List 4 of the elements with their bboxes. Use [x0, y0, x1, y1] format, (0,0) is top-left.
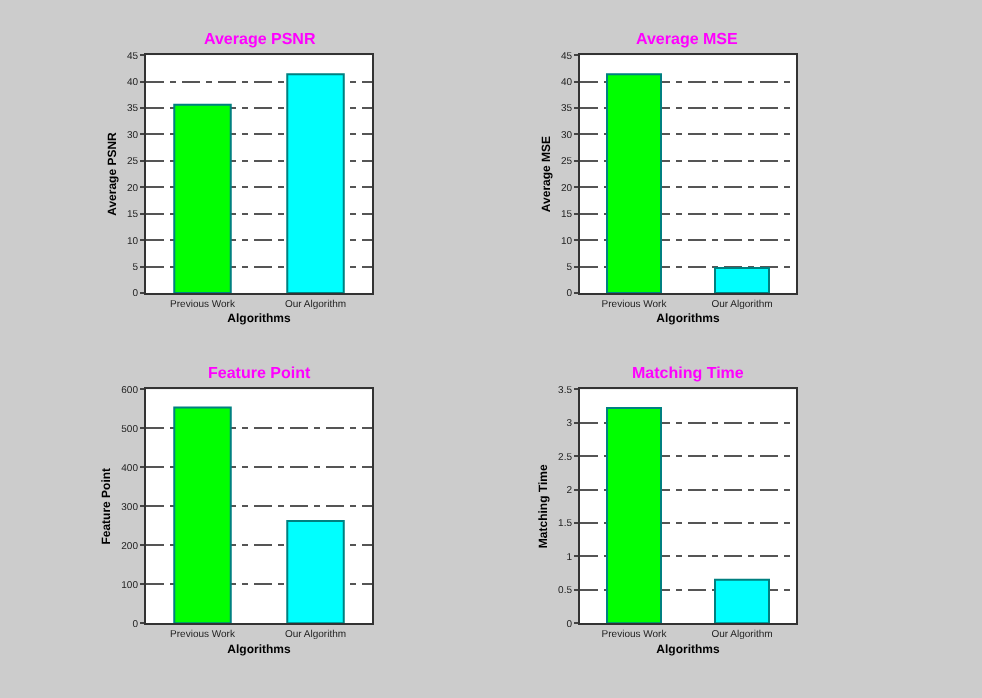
chart-title: Average MSE: [636, 30, 739, 48]
chart-title: Feature Point: [208, 364, 311, 382]
chart-title: Matching Time: [632, 364, 745, 382]
chart-title: Average PSNR: [204, 30, 316, 48]
